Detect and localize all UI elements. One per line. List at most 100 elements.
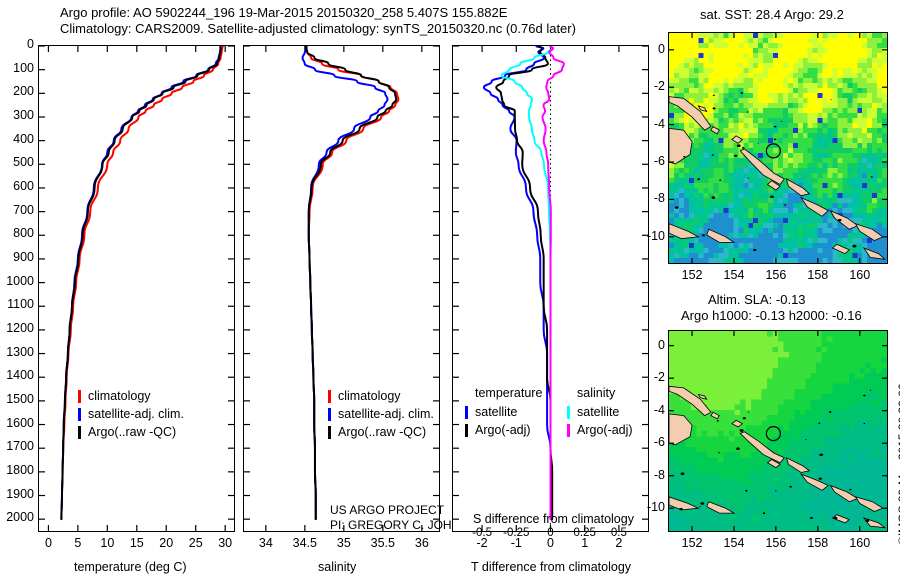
xtick-difference-2: 0 bbox=[547, 536, 554, 550]
sla-map[interactable] bbox=[668, 330, 888, 532]
islet bbox=[805, 439, 807, 441]
landmass-7 bbox=[854, 496, 884, 512]
legend-row-0: satellite satellite bbox=[465, 404, 645, 422]
sst-map-lon-ticks: 152 154 156 158 160 bbox=[669, 268, 887, 286]
islet bbox=[770, 195, 774, 199]
islet bbox=[753, 248, 757, 252]
stick-2: 0 bbox=[547, 527, 554, 539]
landmass-2 bbox=[697, 105, 708, 113]
landmass-2 bbox=[697, 393, 708, 400]
islet bbox=[852, 244, 857, 248]
islet bbox=[747, 411, 749, 413]
temperature-depth-ticks: 0 100 200 300 400 500 600 700 800 900 1000 1100 1200… bbox=[0, 37, 38, 532]
islet bbox=[784, 204, 787, 206]
xtick-difference-4: 2 bbox=[615, 536, 623, 550]
landmass-9 bbox=[706, 501, 736, 514]
depth-tick-1600: 1600 bbox=[6, 415, 34, 430]
difference-t-ticks: -2 -1 0 1 2 bbox=[453, 536, 648, 556]
islet bbox=[700, 502, 705, 505]
xtick-temperature-5: 25 bbox=[188, 536, 203, 550]
islet bbox=[780, 120, 783, 122]
islet bbox=[683, 155, 686, 158]
islet bbox=[865, 519, 870, 522]
landmass-14 bbox=[862, 247, 887, 260]
sst-map-title: sat. SST: 28.4 Argo: 29.2 bbox=[700, 7, 844, 22]
legend-title-salinity: salinity bbox=[577, 386, 616, 400]
depth-tick-500: 500 bbox=[13, 155, 34, 170]
lat-tick--2: -2 bbox=[653, 79, 665, 94]
islet bbox=[736, 447, 740, 450]
islet bbox=[810, 516, 813, 519]
lat-tick--8: -8 bbox=[653, 191, 665, 206]
islet bbox=[818, 422, 821, 424]
depth-tick-1100: 1100 bbox=[7, 297, 34, 312]
depth-tick-100: 100 bbox=[13, 60, 34, 75]
pi-credit: PI: GREGORY C. JOHNSON bbox=[330, 518, 487, 532]
salinity-plot bbox=[244, 46, 439, 531]
landmass-9 bbox=[706, 228, 736, 243]
copyright-text: ©IMOS 29-Mar-2015 20:39:06 bbox=[896, 383, 900, 545]
difference-plot bbox=[453, 46, 648, 531]
landmass-10 bbox=[669, 496, 700, 511]
figure-title-line1: Argo profile: AO 5902244_196 19-Mar-2015… bbox=[60, 5, 508, 20]
lon-tick-158: 158 bbox=[807, 536, 829, 550]
legend-row-1: Argo(-adj) Argo(-adj) bbox=[465, 422, 645, 440]
islet bbox=[719, 179, 722, 181]
depth-tick-600: 600 bbox=[13, 178, 34, 193]
islet bbox=[739, 429, 744, 432]
stick-1: -0.25 bbox=[503, 527, 530, 539]
islet bbox=[747, 177, 750, 179]
lat-tick--10: -10 bbox=[646, 228, 665, 243]
xtick-difference-0: -2 bbox=[476, 536, 488, 550]
salinity-x-ticks: 34 34.5 35 35.5 36 bbox=[244, 536, 439, 556]
islet bbox=[712, 107, 716, 110]
islet bbox=[711, 154, 714, 156]
legend-label-temperature-1: Argo(-adj) bbox=[475, 423, 531, 437]
lat-tick-0: 0 bbox=[658, 337, 665, 352]
islet bbox=[775, 490, 777, 492]
xtick-difference-3: 1 bbox=[581, 536, 589, 550]
temperature-panel bbox=[38, 45, 235, 532]
islet bbox=[699, 506, 701, 508]
lon-tick-160: 160 bbox=[849, 268, 871, 282]
legend-label-salinity-1: Argo(-adj) bbox=[577, 423, 633, 437]
xtick-salinity-4: 36 bbox=[414, 536, 429, 550]
xtick-salinity-3: 35.5 bbox=[370, 536, 395, 550]
legend-label-0: climatology bbox=[338, 389, 401, 403]
lon-tick-152: 152 bbox=[681, 268, 703, 282]
depth-tick-700: 700 bbox=[13, 202, 34, 217]
landmass-1 bbox=[669, 413, 693, 446]
landmass-0 bbox=[669, 96, 712, 131]
landmass-3 bbox=[739, 431, 785, 464]
lon-tick-152: 152 bbox=[681, 536, 703, 550]
islet bbox=[742, 147, 745, 149]
islet bbox=[869, 389, 872, 391]
legend-label-2: Argo(..raw -QC) bbox=[88, 425, 177, 439]
depth-tick-1500: 1500 bbox=[6, 391, 34, 406]
sla-map-title-line1: Altim. SLA: -0.13 bbox=[708, 292, 806, 307]
sla-map-title-line2: Argo h1000: -0.13 h2000: -0.16 bbox=[681, 308, 862, 323]
depth-tick-1900: 1900 bbox=[6, 486, 34, 501]
difference-t-axis-label: T difference from climatology bbox=[471, 560, 632, 574]
lat-tick--6: -6 bbox=[653, 154, 665, 169]
legend-swatch-1 bbox=[328, 408, 331, 421]
salinity-axis-label: salinity bbox=[318, 560, 357, 574]
sst-map[interactable] bbox=[668, 32, 888, 264]
legend-swatch-salinity-0 bbox=[567, 406, 570, 419]
temperature-axis-label: temperature (deg C) bbox=[74, 560, 187, 574]
landmass-11 bbox=[710, 411, 720, 420]
islet bbox=[773, 138, 777, 141]
lon-tick-158: 158 bbox=[807, 268, 829, 282]
profile-location-marker bbox=[765, 143, 782, 159]
project-credit: US ARGO PROJECT bbox=[330, 503, 445, 517]
xtick-salinity-1: 34.5 bbox=[292, 536, 317, 550]
landmass-13 bbox=[831, 243, 851, 255]
legend-label-1: satellite-adj. clim. bbox=[88, 407, 184, 421]
islet bbox=[837, 219, 842, 222]
lon-tick-154: 154 bbox=[723, 536, 745, 550]
lon-tick-154: 154 bbox=[723, 268, 745, 282]
islet bbox=[746, 111, 749, 113]
sst-map-lat-ticks: 0 -2 -4 -6 -8 -10 bbox=[631, 33, 665, 263]
legend-swatch-2 bbox=[78, 426, 81, 439]
depth-tick-800: 800 bbox=[13, 226, 34, 241]
